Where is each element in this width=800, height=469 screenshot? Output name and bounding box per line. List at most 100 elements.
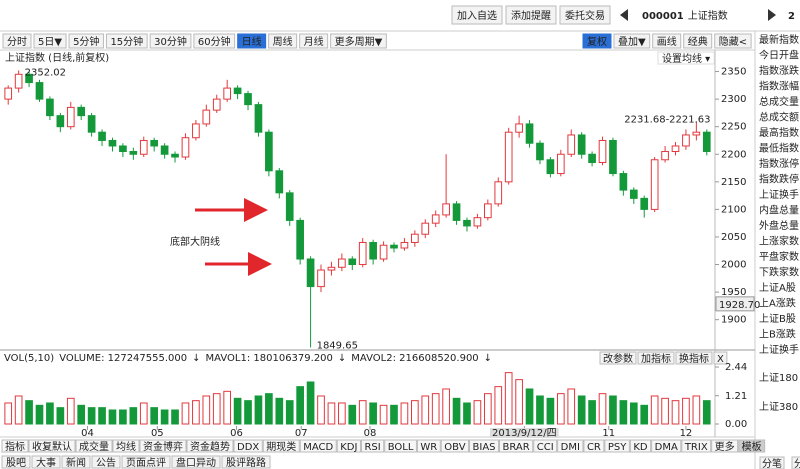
button-frame[interactable]: [1, 455, 31, 469]
button-label[interactable]: MACD: [303, 442, 333, 453]
button-frame[interactable]: [759, 456, 785, 469]
button-frame[interactable]: [675, 351, 713, 365]
button-label[interactable]: 新闻: [66, 456, 86, 469]
button-frame[interactable]: [451, 5, 503, 25]
button-label[interactable]: DDX: [237, 442, 259, 453]
button-frame[interactable]: [604, 439, 630, 453]
button-frame[interactable]: [384, 439, 417, 453]
button-frame[interactable]: [237, 33, 267, 49]
button-label[interactable]: 大事: [36, 456, 56, 469]
button-label[interactable]: TRIX: [684, 442, 708, 453]
button-label[interactable]: 收复默认: [32, 440, 72, 453]
button-label[interactable]: KD: [633, 442, 648, 453]
button-label[interactable]: 分笔: [762, 457, 782, 469]
button-frame[interactable]: [139, 439, 187, 453]
button-label[interactable]: WR: [420, 442, 437, 453]
button-label[interactable]: 资金博弈: [143, 440, 183, 453]
button-label[interactable]: 换指标: [679, 352, 709, 365]
button-frame[interactable]: [330, 33, 387, 49]
button-frame[interactable]: [221, 455, 271, 469]
button-label[interactable]: 经典: [688, 35, 708, 48]
button-frame[interactable]: [121, 455, 171, 469]
button-label[interactable]: KDJ: [340, 442, 357, 453]
button-label[interactable]: 页面点评: [126, 457, 166, 469]
button-label[interactable]: 委托交易: [565, 9, 605, 22]
button-label[interactable]: 加指标: [641, 352, 671, 365]
button-frame[interactable]: [505, 5, 557, 25]
button-frame[interactable]: [738, 439, 766, 453]
button-frame[interactable]: [149, 33, 192, 49]
button-frame[interactable]: [652, 33, 682, 49]
button-label[interactable]: 月线: [304, 35, 324, 48]
button-label[interactable]: PSY: [608, 442, 627, 453]
button-frame[interactable]: [582, 33, 612, 49]
button-frame[interactable]: [112, 439, 140, 453]
button-label[interactable]: 画线: [657, 35, 677, 48]
button-frame[interactable]: [68, 33, 104, 49]
button-label[interactable]: 隐藏<: [719, 36, 747, 48]
button-frame[interactable]: [336, 439, 361, 453]
button-label[interactable]: X: [717, 354, 724, 365]
button-label[interactable]: 期现类: [266, 440, 296, 453]
button-label[interactable]: 5日▼: [38, 37, 62, 48]
button-label[interactable]: 叠加▼: [618, 36, 646, 48]
button-frame[interactable]: [714, 33, 752, 49]
button-frame[interactable]: [637, 351, 675, 365]
button-label[interactable]: BIAS: [473, 442, 496, 453]
button-frame[interactable]: [91, 455, 121, 469]
button-frame[interactable]: [1, 439, 29, 453]
button-frame[interactable]: [657, 51, 715, 65]
button-frame[interactable]: [262, 439, 300, 453]
button-frame[interactable]: [583, 439, 605, 453]
button-label[interactable]: 添加提醒: [511, 9, 551, 22]
button-frame[interactable]: [268, 33, 298, 49]
button-label[interactable]: DMI: [561, 442, 580, 453]
button-frame[interactable]: [613, 33, 651, 49]
button-frame[interactable]: [559, 5, 611, 25]
button-label[interactable]: 分时: [7, 36, 27, 48]
button-label[interactable]: 股评路路: [226, 456, 266, 469]
button-frame[interactable]: [61, 455, 91, 469]
button-frame[interactable]: [193, 33, 236, 49]
button-frame[interactable]: [186, 439, 234, 453]
button-frame[interactable]: [469, 439, 500, 453]
button-label[interactable]: 复权: [587, 35, 607, 48]
button-frame[interactable]: [533, 439, 558, 453]
button-label[interactable]: 资金趋势: [190, 440, 230, 453]
button-label[interactable]: 30分钟: [154, 35, 187, 48]
button-frame[interactable]: [33, 33, 67, 49]
button-frame[interactable]: [713, 351, 728, 365]
button-frame[interactable]: [599, 351, 637, 365]
prev-arrow[interactable]: [620, 9, 628, 21]
button-label[interactable]: 分: [794, 458, 800, 469]
button-label[interactable]: CR: [587, 442, 601, 453]
button-label[interactable]: OBV: [444, 442, 465, 453]
button-label[interactable]: 公告: [96, 456, 116, 469]
button-frame[interactable]: [683, 33, 713, 49]
button-frame[interactable]: [31, 455, 61, 469]
button-frame[interactable]: [105, 33, 148, 49]
button-label[interactable]: CCI: [537, 442, 554, 453]
button-frame[interactable]: [681, 439, 712, 453]
button-label[interactable]: RSI: [364, 442, 380, 453]
button-frame[interactable]: [299, 33, 329, 49]
next-arrow[interactable]: [768, 9, 776, 21]
button-frame[interactable]: [360, 439, 385, 453]
button-label[interactable]: 模板: [742, 440, 762, 453]
button-label[interactable]: 成交量: [79, 440, 109, 453]
button-label[interactable]: BOLL: [388, 442, 414, 453]
button-label[interactable]: 均线: [116, 440, 136, 453]
button-label[interactable]: 日线: [242, 35, 262, 48]
button-frame[interactable]: [233, 439, 263, 453]
button-frame[interactable]: [499, 439, 534, 453]
button-label[interactable]: 60分钟: [198, 35, 231, 48]
button-label[interactable]: 设置均线 ▾: [662, 52, 710, 65]
button-label[interactable]: 加入自选: [457, 9, 497, 22]
button-frame[interactable]: [75, 439, 113, 453]
button-frame[interactable]: [651, 439, 682, 453]
button-frame[interactable]: [557, 439, 584, 453]
button-label[interactable]: 盘口异动: [176, 456, 216, 469]
button-label[interactable]: BRAR: [503, 442, 530, 453]
button-frame[interactable]: [171, 455, 221, 469]
button-frame[interactable]: [440, 439, 470, 453]
